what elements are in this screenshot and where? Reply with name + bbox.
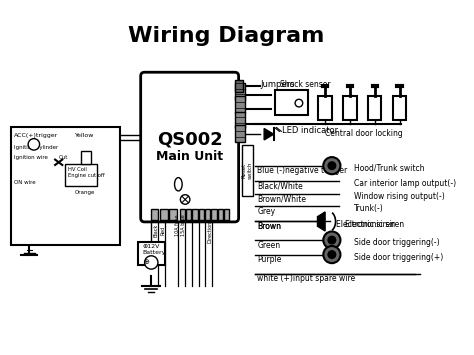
Circle shape xyxy=(328,162,336,169)
Text: 15A blue: 15A blue xyxy=(181,214,186,236)
Text: Ignition wire: Ignition wire xyxy=(14,155,47,160)
Text: Main Unit: Main Unit xyxy=(156,150,223,163)
Bar xyxy=(242,146,253,196)
Ellipse shape xyxy=(174,178,182,191)
Text: Central door locking: Central door locking xyxy=(325,129,403,138)
Text: Engine cut off: Engine cut off xyxy=(68,173,104,178)
Circle shape xyxy=(323,246,340,263)
Bar xyxy=(81,151,91,164)
Bar xyxy=(180,208,185,220)
Text: ACC(+)trigger: ACC(+)trigger xyxy=(14,133,58,138)
Bar xyxy=(393,96,406,120)
Text: Direction: Direction xyxy=(208,220,212,243)
Text: Ignition cylinder: Ignition cylinder xyxy=(14,144,58,149)
Bar xyxy=(169,208,176,220)
Bar xyxy=(65,164,97,186)
Circle shape xyxy=(295,99,303,107)
Bar xyxy=(211,208,217,220)
Bar xyxy=(235,96,245,113)
Bar xyxy=(199,208,204,220)
Text: Brown: Brown xyxy=(257,222,282,231)
Text: Blue (-)negative trigger: Blue (-)negative trigger xyxy=(257,166,347,175)
Bar xyxy=(218,208,223,220)
Bar xyxy=(235,83,245,100)
Text: QS002: QS002 xyxy=(157,130,222,148)
Circle shape xyxy=(323,157,340,174)
Circle shape xyxy=(328,236,336,244)
Text: Window rising output(-): Window rising output(-) xyxy=(355,192,445,201)
Text: Electronic siren: Electronic siren xyxy=(346,220,404,229)
Bar xyxy=(368,96,382,120)
Text: Hood/Trunk switch: Hood/Trunk switch xyxy=(355,164,425,173)
Text: HV Coil: HV Coil xyxy=(68,167,87,172)
Circle shape xyxy=(328,251,336,258)
Text: Grey: Grey xyxy=(257,207,275,216)
Bar xyxy=(235,125,245,142)
Bar xyxy=(192,208,198,220)
Text: Black: Black xyxy=(153,223,158,236)
Text: Red: Red xyxy=(160,225,165,235)
Text: Trunk(-): Trunk(-) xyxy=(355,204,384,213)
FancyBboxPatch shape xyxy=(141,72,238,222)
Bar xyxy=(186,208,191,220)
Text: Wiring Diagram: Wiring Diagram xyxy=(128,26,324,45)
Text: Black/White: Black/White xyxy=(257,181,303,190)
Text: Yellow: Yellow xyxy=(74,133,94,138)
Text: Side door triggering(-): Side door triggering(-) xyxy=(355,238,440,247)
Circle shape xyxy=(181,195,190,204)
Text: LED indicator: LED indicator xyxy=(282,126,338,135)
Text: Shock sensor: Shock sensor xyxy=(280,80,330,89)
Text: Car interior lamp output(-): Car interior lamp output(-) xyxy=(355,179,456,188)
Polygon shape xyxy=(264,129,273,140)
Bar xyxy=(235,80,243,92)
Text: 10A fuse: 10A fuse xyxy=(174,214,180,236)
Bar xyxy=(224,208,229,220)
Text: Electronic siren: Electronic siren xyxy=(337,220,395,229)
Text: Brown: Brown xyxy=(257,222,282,231)
Bar xyxy=(151,208,158,220)
Bar xyxy=(343,96,356,120)
Circle shape xyxy=(28,139,40,150)
Text: Orange: Orange xyxy=(74,190,95,195)
Text: white (+)input spare wire: white (+)input spare wire xyxy=(257,274,356,283)
Text: ON wire: ON wire xyxy=(14,180,35,185)
Text: Reset
switch: Reset switch xyxy=(242,162,252,180)
Bar xyxy=(275,89,308,115)
Bar xyxy=(138,242,165,266)
Text: ⊕: ⊕ xyxy=(144,260,149,266)
Bar xyxy=(11,127,119,245)
Text: Purple: Purple xyxy=(257,255,282,264)
Bar xyxy=(235,111,245,129)
Text: Battery: Battery xyxy=(142,250,165,255)
Bar xyxy=(205,208,210,220)
Circle shape xyxy=(145,256,158,269)
Text: Green: Green xyxy=(257,241,281,250)
Bar xyxy=(160,208,167,220)
Text: Side door triggering(+): Side door triggering(+) xyxy=(355,253,444,262)
Polygon shape xyxy=(318,212,325,231)
Text: Brown/White: Brown/White xyxy=(257,194,306,203)
Circle shape xyxy=(323,231,340,248)
Text: ⊕12V: ⊕12V xyxy=(142,244,160,249)
Bar xyxy=(319,96,332,120)
Text: Jumpers: Jumpers xyxy=(261,80,295,89)
Text: Cut: Cut xyxy=(59,155,68,160)
